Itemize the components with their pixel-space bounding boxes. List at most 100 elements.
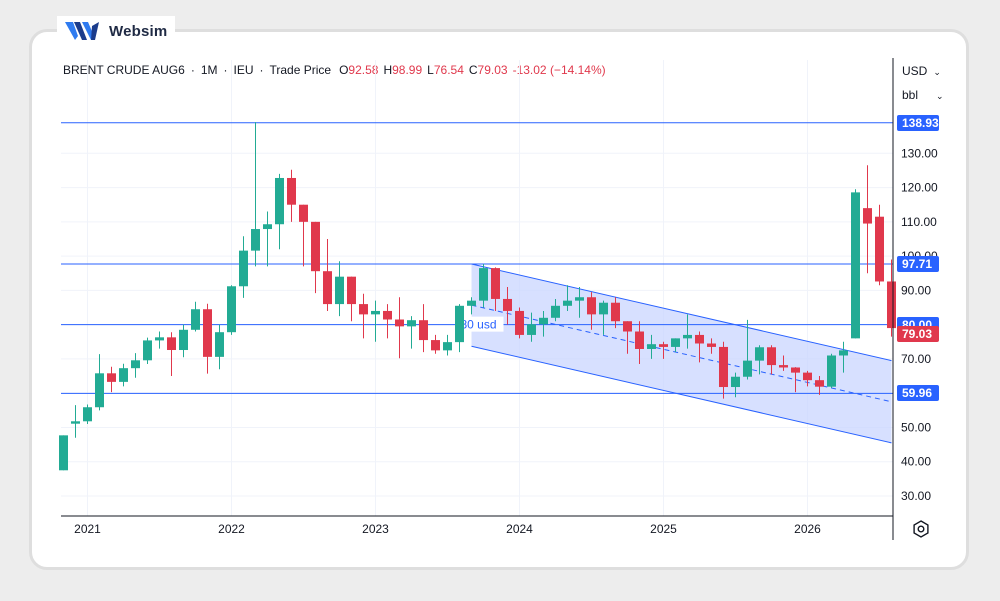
candle-body <box>575 297 584 301</box>
chevron-down-icon: ⌄ <box>933 67 941 77</box>
candle-body <box>587 297 596 315</box>
candle-body <box>371 310 380 315</box>
candle-body <box>659 344 668 347</box>
x-tick-label: 2025 <box>650 522 677 536</box>
candle-body <box>83 407 92 422</box>
candle-body <box>803 372 812 381</box>
candle-body <box>191 309 200 330</box>
candle-body <box>707 343 716 347</box>
candle-body <box>455 305 464 343</box>
chevron-down-icon: ⌄ <box>936 91 944 101</box>
candle-body <box>611 302 620 322</box>
candle-body <box>299 204 308 222</box>
y-tick-label: 130.00 <box>901 146 938 160</box>
candle-body <box>407 320 416 327</box>
x-tick-label: 2026 <box>794 522 821 536</box>
channel-upper-line <box>471 263 892 362</box>
price-level-badge-97: 97.71 <box>897 255 939 272</box>
candle-body <box>635 331 644 349</box>
candle-body <box>227 286 236 333</box>
candle-body <box>755 347 764 361</box>
price-level-badge-138: 138.93 <box>897 114 939 131</box>
price-type-label: Trade Price <box>269 63 332 77</box>
candle-body <box>203 309 212 357</box>
candle-body <box>839 350 848 356</box>
close-label: C <box>468 63 478 77</box>
candle-body <box>179 329 188 351</box>
change-value: -13.02 (−14.14%) <box>512 63 606 77</box>
candle-body <box>311 221 320 272</box>
candle-body <box>779 365 788 368</box>
x-tick-label: 2023 <box>362 522 389 536</box>
candle-body <box>359 304 368 315</box>
candle-body <box>683 334 692 339</box>
channel-lower-line <box>471 345 892 444</box>
level-annotation: 80 usd <box>461 318 497 332</box>
open-value: 92.58 <box>348 63 379 77</box>
y-tick-label: 40.00 <box>901 455 931 469</box>
candle-body <box>239 250 248 287</box>
candle-body <box>863 208 872 224</box>
x-tick-label: 2024 <box>506 522 533 536</box>
low-value: 76.54 <box>433 63 464 77</box>
x-tick-label: 2022 <box>218 522 245 536</box>
candle-body <box>539 317 548 325</box>
candle-body <box>815 380 824 387</box>
candle-body <box>743 360 752 377</box>
candle-body <box>527 324 536 335</box>
candle-body <box>107 373 116 382</box>
candle-body <box>71 421 80 424</box>
candle-body <box>167 337 176 351</box>
candle-body <box>731 376 740 388</box>
candle-body <box>503 298 512 311</box>
candle-body <box>443 342 452 351</box>
candle-body <box>251 229 260 251</box>
low-label: L <box>427 63 434 77</box>
candle-body <box>155 337 164 341</box>
websim-w-icon <box>65 22 99 40</box>
symbol-name[interactable]: BRENT CRUDE AUG6 <box>63 63 185 77</box>
candle-body <box>851 192 860 339</box>
candle-body <box>383 310 392 320</box>
price-level-badge-60: 59.96 <box>897 385 939 402</box>
candle-body <box>827 355 836 387</box>
candle-body <box>323 271 332 305</box>
open-label: O <box>339 63 349 77</box>
unit-selector[interactable]: bbl ⌄ <box>902 88 944 102</box>
candle-body <box>491 268 500 299</box>
brand-name: Websim <box>109 22 168 40</box>
parallel-channel-fill <box>471 263 892 443</box>
candle-body <box>131 360 140 369</box>
websim-logo: Websim <box>57 16 175 46</box>
candle-body <box>275 177 284 225</box>
y-tick-label: 70.00 <box>901 352 931 366</box>
candle-body <box>515 310 524 335</box>
candle-body <box>467 300 476 306</box>
interval-label[interactable]: 1M <box>200 63 218 77</box>
y-tick-label: 120.00 <box>901 181 938 195</box>
candle-body <box>395 319 404 327</box>
candle-body <box>59 435 68 471</box>
candle-body <box>875 216 884 282</box>
candle-body <box>431 340 440 351</box>
candle-body <box>419 320 428 341</box>
exchange-label: IEU <box>233 63 254 77</box>
unit-label: bbl <box>902 88 919 102</box>
candle-body <box>695 334 704 344</box>
candle-body <box>143 340 152 361</box>
candle-body <box>767 347 776 366</box>
currency-selector[interactable]: USD ⌄ <box>902 64 941 78</box>
settings-gear-icon[interactable] <box>912 520 930 538</box>
last-price-badge: 79.03 <box>897 325 939 342</box>
candle-body <box>563 300 572 306</box>
candle-body <box>671 338 680 347</box>
candle-body <box>347 276 356 305</box>
y-tick-label: 90.00 <box>901 283 931 297</box>
currency-label: USD <box>902 64 928 78</box>
close-value: 79.03 <box>477 63 508 77</box>
symbol-legend: BRENT CRUDE AUG6 · 1M · IEU · Trade Pric… <box>63 63 606 77</box>
high-value: 98.99 <box>392 63 423 77</box>
y-tick-label: 30.00 <box>901 489 931 503</box>
candle-body <box>119 368 128 382</box>
